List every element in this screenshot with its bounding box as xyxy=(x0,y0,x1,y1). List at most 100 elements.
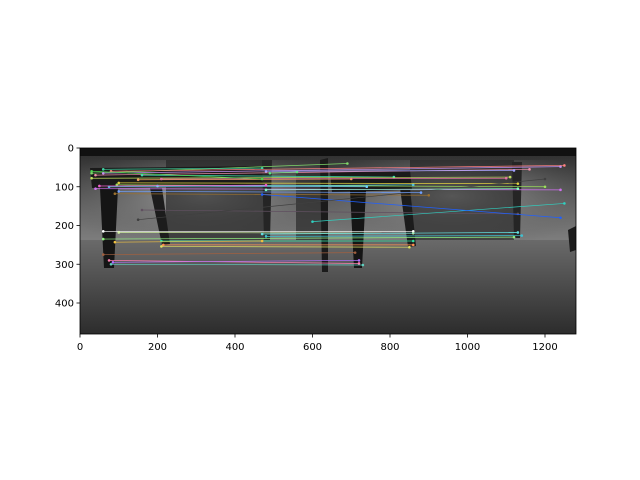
keypoint-28-1 xyxy=(408,245,411,249)
keypoint-16-0 xyxy=(113,192,117,196)
keypoint-30-0 xyxy=(109,262,113,266)
keypoint-23-1 xyxy=(520,234,524,237)
keypoint-19-0 xyxy=(260,193,264,196)
y-tick-label: 0 xyxy=(68,144,74,155)
x-tick-label: 1200 xyxy=(532,342,557,353)
keypoint-32-0 xyxy=(101,253,105,256)
match-line-30 xyxy=(110,263,363,266)
axes-frame xyxy=(79,147,577,335)
keypoint-18-1 xyxy=(563,202,566,205)
keypoint-12-1 xyxy=(563,164,566,167)
keypoint-25-1 xyxy=(411,239,415,243)
match-line-33 xyxy=(91,170,263,180)
x-tick-label: 600 xyxy=(303,342,322,353)
match-line-23 xyxy=(265,235,522,237)
keypoint-22-0 xyxy=(260,232,264,236)
keypoint-36-0 xyxy=(98,184,101,188)
match-line-8 xyxy=(118,182,518,184)
keypoint-20-1 xyxy=(411,230,415,233)
match-lines xyxy=(90,162,566,267)
keypoint-2-1 xyxy=(559,165,562,168)
keypoint-13-1 xyxy=(365,185,369,189)
keypoint-26-1 xyxy=(260,239,264,243)
keypoint-35-0 xyxy=(117,190,121,193)
keypoint-35-1 xyxy=(419,191,423,194)
keypoint-5-1 xyxy=(411,183,415,187)
y-axis: 0 100 200 300 400 xyxy=(55,144,80,310)
match-line-10 xyxy=(265,170,515,172)
match-line-18 xyxy=(312,203,565,222)
x-tick-label: 200 xyxy=(148,342,167,353)
keypoint-34-1 xyxy=(543,177,547,181)
right-photo xyxy=(328,148,576,334)
keypoint-15-1 xyxy=(504,176,508,180)
keypoint-18-0 xyxy=(311,220,314,223)
keypoint-10-0 xyxy=(264,169,268,173)
keypoint-11-1 xyxy=(295,170,299,174)
match-line-15 xyxy=(161,177,507,180)
x-tick-label: 1000 xyxy=(455,342,480,353)
keypoint-27-1 xyxy=(411,243,415,247)
x-tick-label: 0 xyxy=(77,342,83,353)
keypoint-21-0 xyxy=(117,231,121,234)
match-line-3 xyxy=(95,168,530,176)
match-line-36 xyxy=(99,184,267,187)
keypoint-34-0 xyxy=(136,218,140,221)
y-tick-label: 100 xyxy=(55,182,74,193)
keypoint-20-0 xyxy=(101,230,105,233)
keypoint-37-0 xyxy=(264,188,268,192)
keypoint-31-0 xyxy=(111,261,115,264)
keypoint-7-0 xyxy=(136,178,140,182)
keypoint-24-0 xyxy=(101,237,105,241)
match-line-17 xyxy=(141,209,518,215)
match-line-7 xyxy=(138,178,352,181)
match-line-2 xyxy=(103,166,561,174)
match-line-19 xyxy=(262,194,561,219)
keypoint-19-1 xyxy=(559,216,562,220)
keypoint-37-1 xyxy=(516,187,520,190)
keypoint-32-1 xyxy=(353,251,357,254)
keypoint-6-1 xyxy=(559,188,562,192)
match-line-31 xyxy=(112,260,360,263)
match-line-29 xyxy=(109,260,360,264)
keypoint-7-1 xyxy=(349,177,353,181)
keypoint-0-0 xyxy=(90,171,93,175)
match-line-32 xyxy=(103,252,356,255)
keypoint-8-0 xyxy=(117,181,121,185)
keypoint-22-1 xyxy=(516,231,520,234)
match-line-28 xyxy=(161,246,410,248)
keypoint-0-1 xyxy=(346,162,349,165)
keypoint-24-1 xyxy=(512,235,516,239)
keypoint-11-0 xyxy=(268,171,272,175)
keypoint-10-1 xyxy=(512,169,516,172)
keypoint-15-0 xyxy=(160,177,163,181)
y-tick-label: 400 xyxy=(55,299,74,310)
keypoint-30-1 xyxy=(361,263,365,267)
match-line-16 xyxy=(114,193,429,196)
match-line-13 xyxy=(157,185,367,188)
keypoint-23-0 xyxy=(264,235,268,238)
keypoint-36-1 xyxy=(264,183,268,187)
keypoint-3-1 xyxy=(528,168,531,171)
keypoint-27-0 xyxy=(162,243,165,247)
y-tick-label: 200 xyxy=(55,221,74,232)
match-line-5 xyxy=(109,184,414,188)
keypoint-4-1 xyxy=(543,185,547,189)
match-line-34 xyxy=(138,178,546,221)
x-tick-label: 400 xyxy=(225,342,244,353)
keypoint-33-0 xyxy=(90,169,93,173)
y-tick-label: 300 xyxy=(55,260,74,271)
keypoint-29-1 xyxy=(357,262,361,265)
keypoint-9-0 xyxy=(140,173,144,177)
match-line-1 xyxy=(103,167,263,170)
match-line-12 xyxy=(110,165,565,172)
keypoint-8-1 xyxy=(516,182,520,185)
keypoint-14-1 xyxy=(508,175,512,179)
match-line-22 xyxy=(262,232,518,235)
keypoint-4-0 xyxy=(115,183,119,187)
keypoint-1-1 xyxy=(260,166,264,170)
keypoint-31-1 xyxy=(357,259,361,262)
keypoint-33-1 xyxy=(260,177,264,181)
x-tick-label: 800 xyxy=(380,342,399,353)
